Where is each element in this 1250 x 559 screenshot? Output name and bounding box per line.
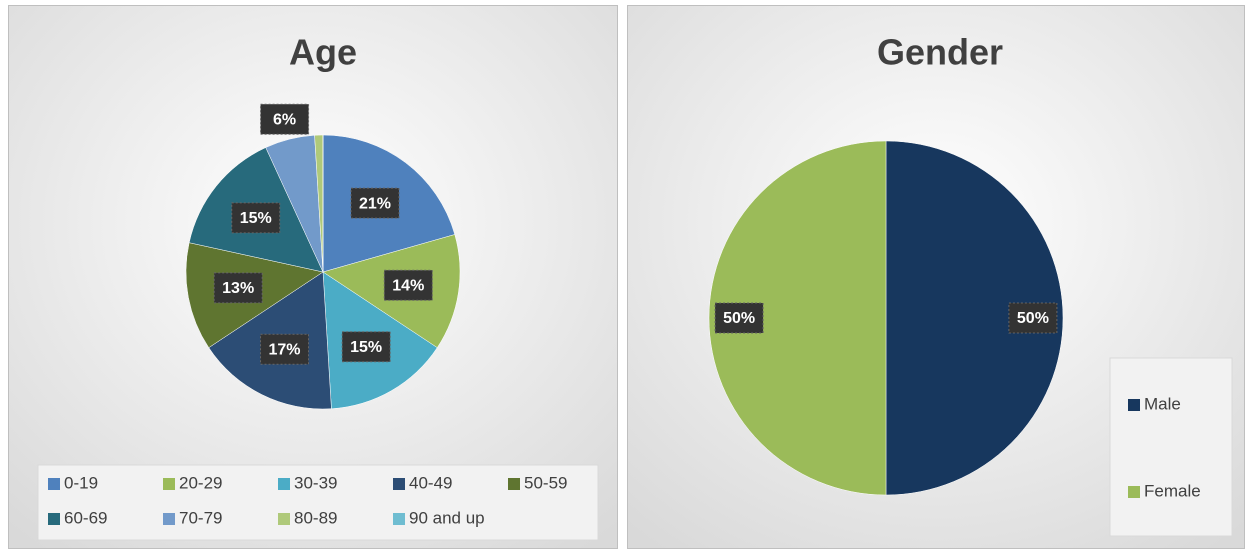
legend-label: Male xyxy=(1144,394,1181,413)
legend-swatch xyxy=(48,478,60,490)
legend-swatch xyxy=(393,513,405,525)
pie-slice xyxy=(885,140,1064,496)
legend-label: 20-29 xyxy=(179,473,222,492)
data-label: 17% xyxy=(269,341,301,358)
legend-label: 60-69 xyxy=(64,508,107,527)
data-label-box xyxy=(260,333,310,365)
data-label: 21% xyxy=(359,195,391,212)
legend-label: 70-79 xyxy=(179,508,222,527)
data-label: 15% xyxy=(350,339,382,356)
pie-slice xyxy=(708,140,887,496)
legend-label: 90 and up xyxy=(409,508,485,527)
legend-label: 50-59 xyxy=(524,473,567,492)
legend-swatch xyxy=(1128,486,1140,498)
data-label: 50% xyxy=(1017,310,1049,327)
data-label-box xyxy=(714,302,764,334)
legend-label: 0-19 xyxy=(64,473,98,492)
legend-swatch xyxy=(1128,399,1140,411)
legend-label: 30-39 xyxy=(294,473,337,492)
data-label-box xyxy=(260,103,310,135)
legend-swatch xyxy=(48,513,60,525)
legend-swatch xyxy=(278,478,290,490)
legend-swatch xyxy=(508,478,520,490)
data-label-box xyxy=(231,202,281,234)
legend-swatch xyxy=(393,478,405,490)
data-label-box xyxy=(1008,302,1058,334)
data-label-box xyxy=(213,272,263,304)
legend-swatch xyxy=(278,513,290,525)
legend-label: 80-89 xyxy=(294,508,337,527)
legend-swatch xyxy=(163,478,175,490)
data-label: 13% xyxy=(222,280,254,297)
legend-swatch xyxy=(163,513,175,525)
data-label-box xyxy=(341,331,391,363)
data-label: 50% xyxy=(723,310,755,327)
data-label: 6% xyxy=(273,111,296,128)
legend-label: 40-49 xyxy=(409,473,452,492)
data-label: 14% xyxy=(392,277,424,294)
legend-box xyxy=(37,464,599,541)
data-label-box xyxy=(350,187,400,219)
data-label-box xyxy=(383,269,433,301)
chart-title: Age xyxy=(289,32,357,73)
data-label: 15% xyxy=(240,210,272,227)
legend-box xyxy=(1109,357,1233,537)
legend-label: Female xyxy=(1144,481,1201,500)
chart-title: Gender xyxy=(877,32,1003,73)
